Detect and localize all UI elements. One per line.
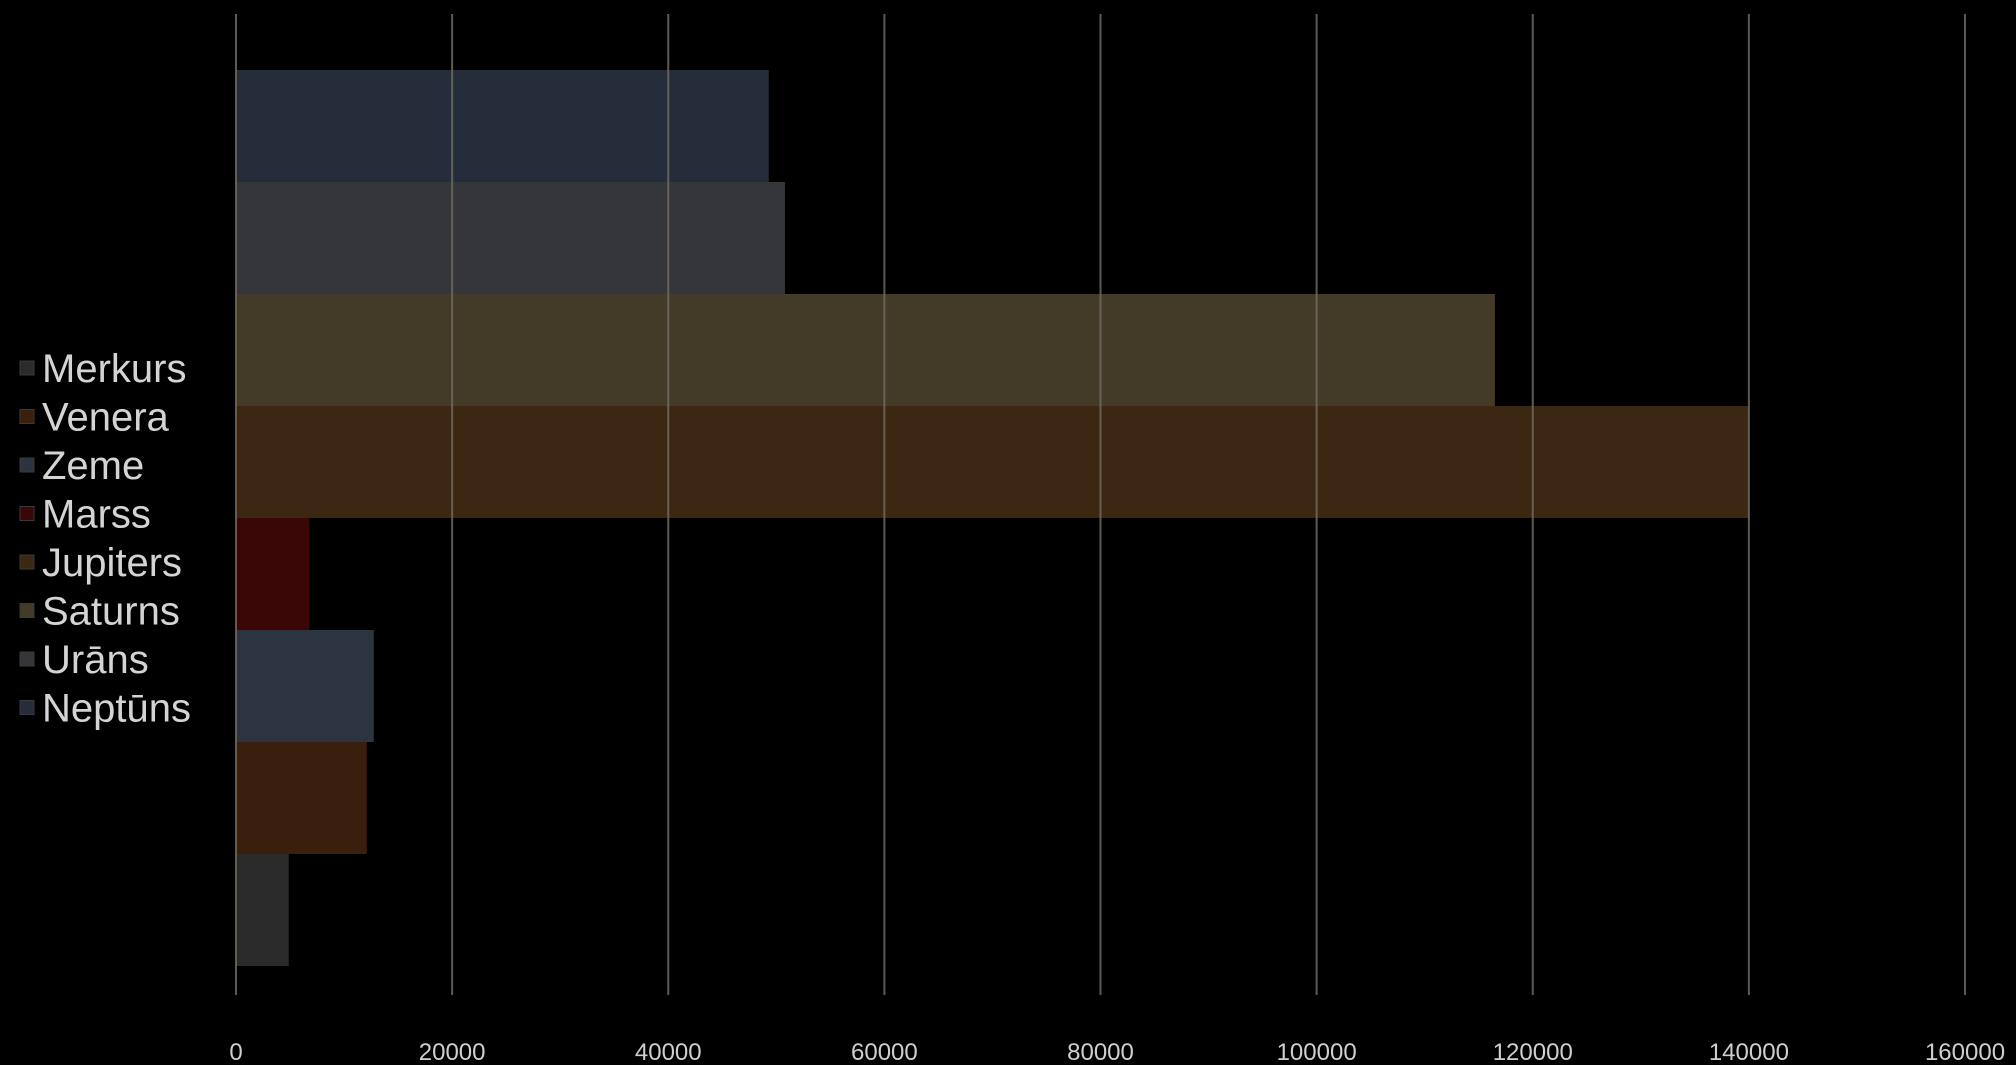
legend-label-marss: Marss bbox=[42, 493, 151, 537]
x-tick-label: 80000 bbox=[1067, 1039, 1134, 1065]
legend-swatch-marss bbox=[19, 506, 35, 521]
bars-layer bbox=[236, 70, 1749, 966]
legend-label-venera: Venera bbox=[42, 396, 170, 440]
bar-jupiters bbox=[236, 406, 1749, 518]
gridlines bbox=[235, 14, 1966, 995]
bar-venera bbox=[236, 742, 367, 854]
legend-label-saturns: Saturns bbox=[42, 590, 180, 634]
x-tick-label: 160000 bbox=[1925, 1039, 2005, 1065]
legend-label-merkurs: Merkurs bbox=[42, 347, 186, 391]
x-tick-label: 140000 bbox=[1709, 1039, 1789, 1065]
legend-label-urāns: Urāns bbox=[42, 638, 149, 682]
legend-swatch-zeme bbox=[19, 457, 35, 473]
bar-urāns bbox=[236, 182, 785, 294]
bar-neptūns bbox=[236, 70, 769, 182]
legend-label-zeme: Zeme bbox=[42, 444, 144, 488]
x-tick-label: 120000 bbox=[1493, 1039, 1573, 1065]
x-tick-label: 20000 bbox=[419, 1039, 486, 1065]
legend-label-neptūns: Neptūns bbox=[42, 687, 191, 731]
legend-swatch-neptūns bbox=[19, 700, 35, 715]
bar-merkurs bbox=[236, 854, 289, 966]
legend-swatch-urāns bbox=[19, 651, 35, 667]
x-tick-label: 100000 bbox=[1277, 1039, 1357, 1065]
bar-saturns bbox=[236, 294, 1495, 406]
legend-swatch-venera bbox=[19, 409, 35, 424]
bar-marss bbox=[236, 518, 310, 630]
legend-label-jupiters: Jupiters bbox=[42, 541, 182, 585]
x-tick-label: 40000 bbox=[635, 1039, 702, 1065]
bar-zeme bbox=[236, 630, 374, 742]
legend-swatch-merkurs bbox=[19, 360, 35, 376]
legend-swatch-jupiters bbox=[19, 554, 35, 570]
x-axis-ticks: 0 20000 40000 60000 80000 100000 120000 140000 1… bbox=[229, 1039, 2005, 1065]
x-tick-label: 0 bbox=[229, 1039, 242, 1065]
x-tick-label: 60000 bbox=[851, 1039, 918, 1065]
legend-swatch-saturns bbox=[19, 603, 35, 618]
